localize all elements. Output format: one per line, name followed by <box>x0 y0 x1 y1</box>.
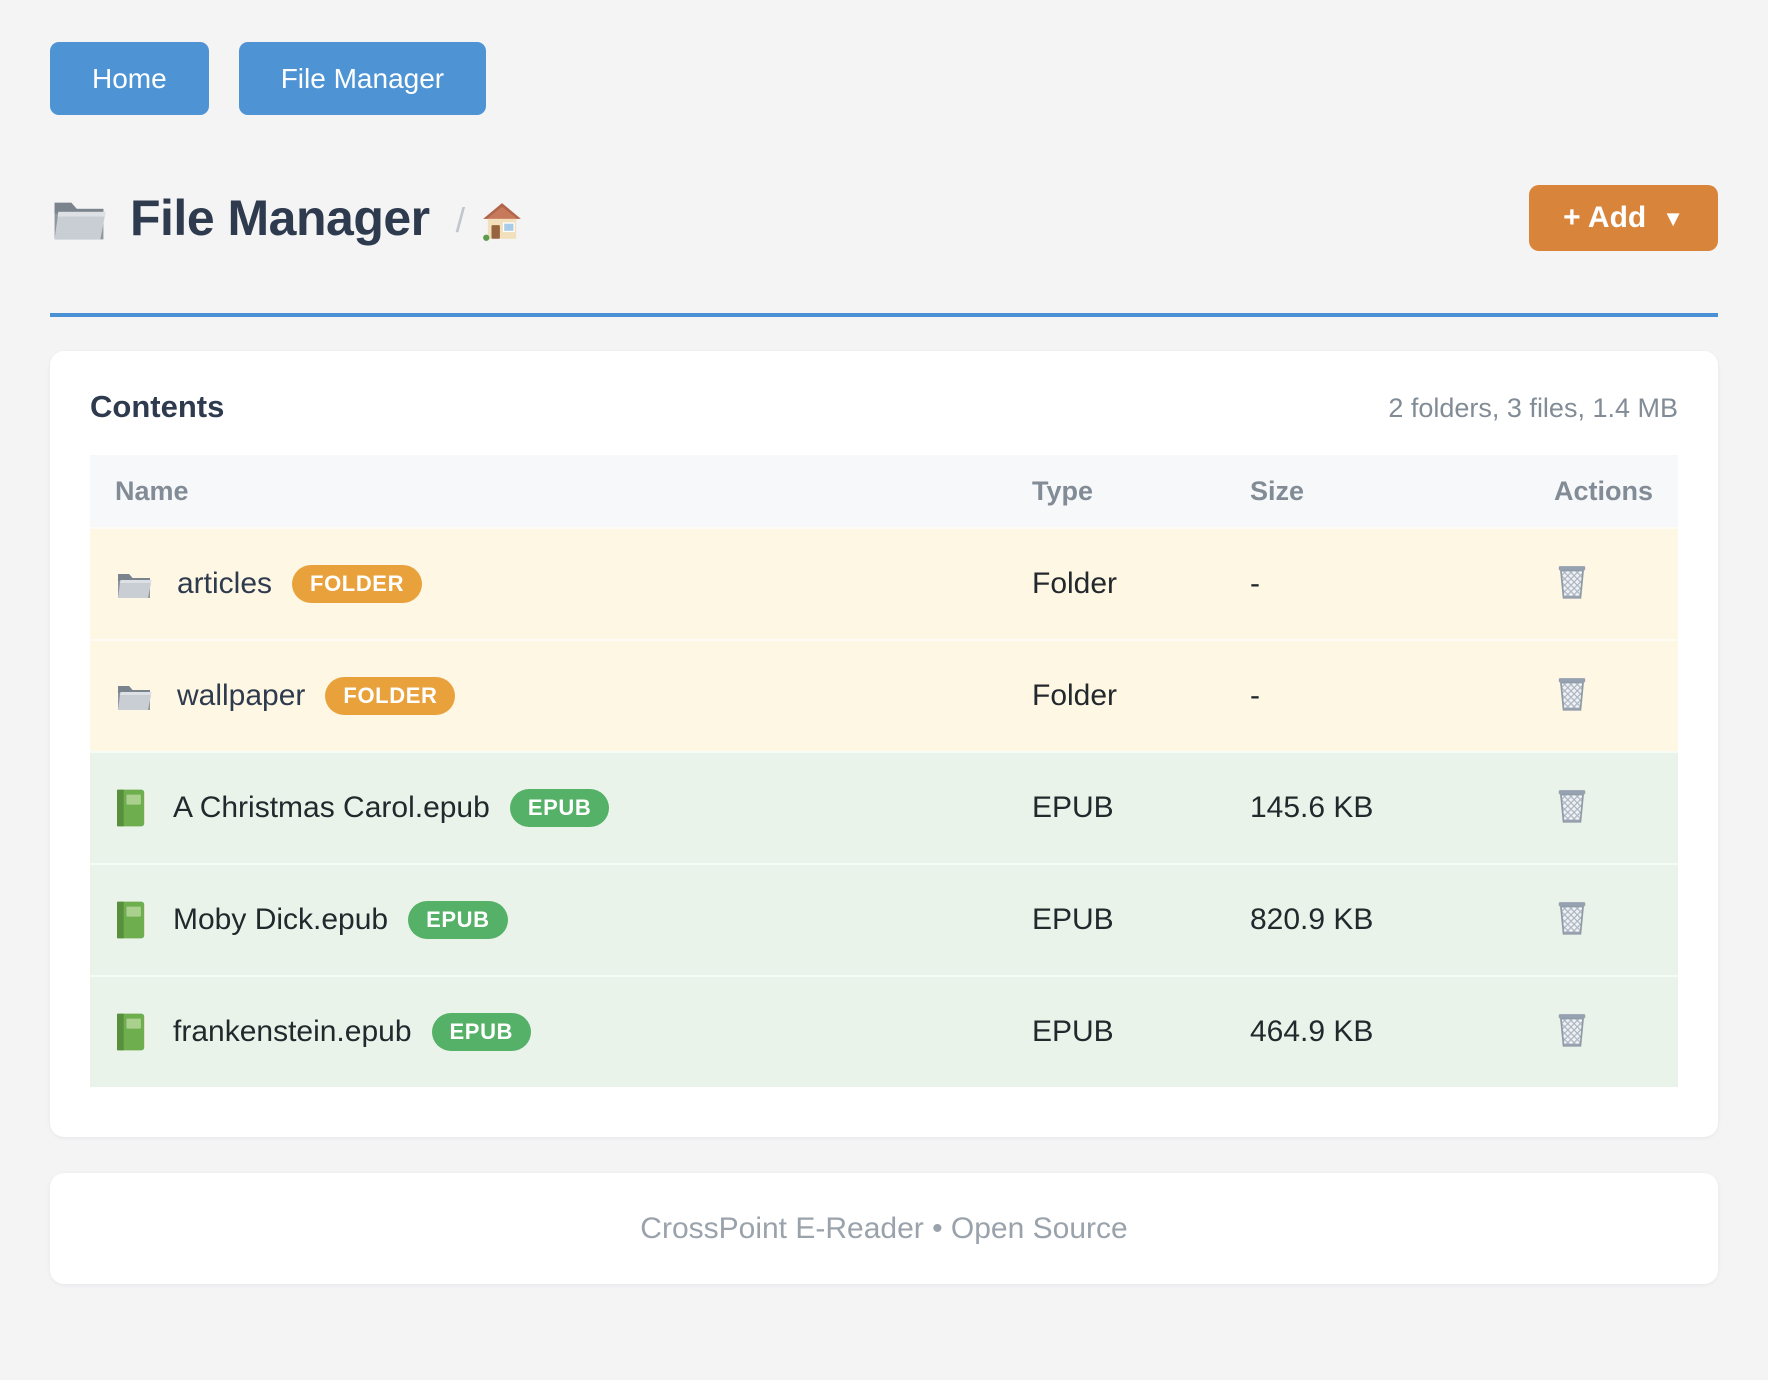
type-badge: EPUB <box>408 901 508 939</box>
table-row: frankenstein.epub EPUB EPUB 464.9 KB <box>90 975 1678 1087</box>
item-name[interactable]: articles <box>177 567 273 600</box>
contents-heading: Contents <box>90 389 225 424</box>
book-icon <box>115 900 149 940</box>
column-header-name: Name <box>115 475 189 506</box>
top-navigation: Home File Manager <box>50 0 1718 115</box>
trash-icon <box>1554 675 1590 713</box>
item-name[interactable]: A Christmas Carol.epub <box>173 791 490 824</box>
delete-button[interactable] <box>1554 675 1590 713</box>
footer: CrossPoint E-Reader • Open Source <box>50 1173 1718 1284</box>
item-size: 145.6 KB <box>1250 791 1374 824</box>
table-row: Moby Dick.epub EPUB EPUB 820.9 KB <box>90 863 1678 975</box>
book-icon <box>115 1012 149 1052</box>
file-table: Name Type Size Actions articles FOLDER F… <box>90 455 1678 1087</box>
trash-icon <box>1554 787 1590 825</box>
item-type: Folder <box>1032 567 1118 600</box>
item-type: EPUB <box>1032 903 1114 936</box>
item-name[interactable]: frankenstein.epub <box>173 1015 412 1048</box>
page-header: File Manager / + Add ▼ <box>50 185 1718 251</box>
trash-icon <box>1554 899 1590 937</box>
title-divider <box>50 313 1718 317</box>
contents-card: Contents 2 folders, 3 files, 1.4 MB Name… <box>50 351 1718 1137</box>
type-badge: FOLDER <box>325 677 456 715</box>
add-button[interactable]: + Add ▼ <box>1529 185 1718 251</box>
table-row: articles FOLDER Folder - <box>90 527 1678 639</box>
breadcrumb-separator: / <box>455 201 466 240</box>
item-size: 820.9 KB <box>1250 903 1374 936</box>
folder-icon <box>115 567 153 601</box>
house-icon[interactable] <box>481 201 523 243</box>
table-row: wallpaper FOLDER Folder - <box>90 639 1678 751</box>
folder-icon <box>115 679 153 713</box>
type-badge: FOLDER <box>292 565 423 603</box>
book-icon <box>115 788 149 828</box>
file-manager-button[interactable]: File Manager <box>238 42 487 115</box>
open-folder-icon <box>50 193 108 243</box>
item-type: Folder <box>1032 679 1118 712</box>
table-body: articles FOLDER Folder - wallpaper FOLDE… <box>90 527 1678 1087</box>
item-size: - <box>1250 679 1260 712</box>
chevron-down-icon: ▼ <box>1662 206 1684 231</box>
trash-icon <box>1554 563 1590 601</box>
item-size: - <box>1250 567 1260 600</box>
table-row: A Christmas Carol.epub EPUB EPUB 145.6 K… <box>90 751 1678 863</box>
delete-button[interactable] <box>1554 899 1590 937</box>
delete-button[interactable] <box>1554 787 1590 825</box>
item-size: 464.9 KB <box>1250 1015 1374 1048</box>
item-type: EPUB <box>1032 1015 1114 1048</box>
column-header-size: Size <box>1250 475 1305 506</box>
contents-summary: 2 folders, 3 files, 1.4 MB <box>1388 393 1678 423</box>
delete-button[interactable] <box>1554 563 1590 601</box>
item-name[interactable]: wallpaper <box>177 679 306 712</box>
add-button-label: + Add <box>1563 201 1647 234</box>
column-header-actions: Actions <box>1554 475 1654 506</box>
column-header-type: Type <box>1032 475 1094 506</box>
item-type: EPUB <box>1032 791 1114 824</box>
trash-icon <box>1554 1011 1590 1049</box>
home-button[interactable]: Home <box>50 42 209 115</box>
footer-text: CrossPoint E-Reader • Open Source <box>640 1211 1128 1245</box>
page-title: File Manager <box>130 190 430 246</box>
delete-button[interactable] <box>1554 1011 1590 1049</box>
type-badge: EPUB <box>431 1013 532 1051</box>
type-badge: EPUB <box>509 789 610 827</box>
item-name[interactable]: Moby Dick.epub <box>173 903 389 936</box>
table-header-row: Name Type Size Actions <box>90 455 1678 527</box>
